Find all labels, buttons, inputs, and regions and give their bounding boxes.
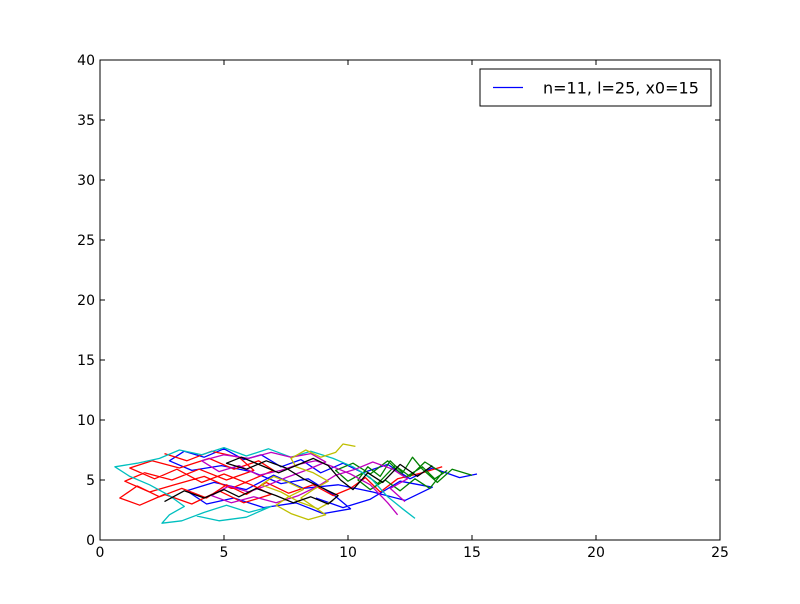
series-line-2 <box>334 456 473 492</box>
legend: n=11, l=25, x0=15 <box>479 68 712 107</box>
y-tick-label-6: 30 <box>77 173 95 189</box>
y-tick-label-3: 15 <box>77 353 95 369</box>
series-layer <box>114 443 478 524</box>
legend-label-0: n=11, l=25, x0=15 <box>543 79 699 98</box>
series-line-1 <box>119 450 443 506</box>
y-tick-label-8: 40 <box>77 53 95 69</box>
plot-frame <box>99 59 721 541</box>
x-tick-label-5: 25 <box>711 545 729 561</box>
x-tick-label-1: 5 <box>220 545 229 561</box>
y-tick-label-5: 25 <box>77 233 95 249</box>
x-tick-label-2: 10 <box>339 545 357 561</box>
y-tick-label-4: 20 <box>77 293 95 309</box>
series-line-6 <box>164 456 433 505</box>
y-tick-label-2: 10 <box>77 413 95 429</box>
y-tick-label-1: 5 <box>86 473 95 489</box>
x-tick-label-4: 20 <box>587 545 605 561</box>
x-tick-label-3: 15 <box>463 545 481 561</box>
ticks-layer: 0 5 10 15 20 25 0 5 10 15 20 25 30 35 40 <box>77 53 729 561</box>
series-line-5 <box>260 443 356 521</box>
series-line-3 <box>114 446 416 524</box>
y-tick-label-7: 35 <box>77 113 95 129</box>
y-tick-label-0: 0 <box>86 533 95 549</box>
x-tick-label-0: 0 <box>96 545 105 561</box>
